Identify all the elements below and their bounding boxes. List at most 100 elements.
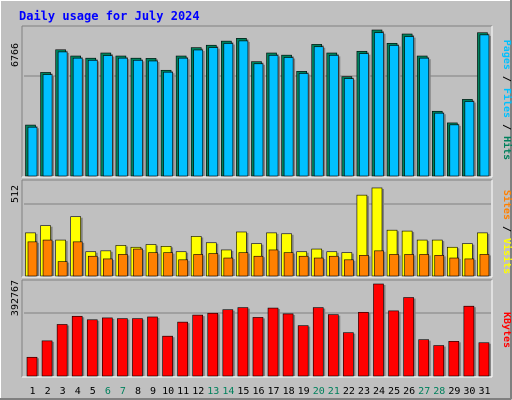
x-tick-label-11: 11 (177, 386, 189, 397)
kbytes-bar-9 (147, 316, 158, 377)
x-tick-label-1: 1 (30, 386, 36, 397)
kbytes-bar-28 (433, 345, 445, 377)
x-tick-label-25: 25 (388, 386, 400, 397)
sites-bar-3 (57, 261, 68, 277)
x-tick-label-4: 4 (75, 386, 81, 397)
kbytes-bar-7 (117, 318, 128, 377)
kbytes-bar-14 (222, 309, 234, 377)
sites-bar-11 (178, 259, 188, 277)
hits-scale-label: 6766 (10, 43, 21, 67)
files-bar-27 (419, 57, 429, 177)
kbytes-bar-18 (282, 313, 294, 377)
kbytes-bar-4 (71, 315, 83, 377)
kbytes-bar-15 (237, 307, 249, 377)
x-tick-label-20: 20 (313, 386, 325, 397)
legend-entry-kbytes: KBytes (501, 312, 512, 348)
sites-bar-21 (328, 255, 339, 277)
files-bar-5 (87, 60, 98, 177)
files-bar-9 (148, 60, 158, 177)
sites-bar-28 (434, 255, 445, 277)
chart-title: Daily usage for July 2024 (19, 9, 200, 23)
files-bar-6 (103, 55, 113, 177)
files-bar-31 (479, 34, 490, 177)
kbytes-bar-29 (448, 341, 460, 377)
x-axis-tick-labels: 1 2 3 4 5 6 7 8 9 10 11 12 13 14 15 16 17 18 19 20 21 22 23 24 2… (30, 386, 491, 397)
x-tick-label-5: 5 (90, 386, 96, 397)
kbytes-bar-23 (358, 311, 369, 377)
kbytes-bar-20 (312, 307, 324, 377)
sites-bar-19 (298, 255, 309, 277)
kbytes-bar-13 (207, 312, 219, 377)
sites-bar-1 (27, 241, 38, 277)
visits-legend: Sites / Visits (501, 190, 512, 274)
x-tick-label-8: 8 (135, 386, 141, 397)
x-tick-label-2: 2 (45, 386, 51, 397)
files-bar-25 (389, 45, 399, 177)
hits-legend: Pages / Files / Hits (501, 40, 512, 160)
sites-bar-29 (449, 257, 460, 277)
kbytes-bar-6 (102, 317, 113, 377)
x-tick-label-27: 27 (418, 386, 430, 397)
x-tick-label-6: 6 (105, 386, 111, 397)
kbytes-scale-label: 392767 (10, 280, 21, 316)
x-tick-label-16: 16 (252, 386, 264, 397)
files-bar-13 (208, 47, 219, 177)
files-bar-20 (313, 46, 324, 177)
sites-bar-16 (253, 255, 264, 277)
x-tick-label-15: 15 (237, 386, 249, 397)
files-bar-28 (434, 112, 445, 177)
sites-bar-5 (87, 255, 98, 277)
sites-bar-14 (223, 257, 234, 277)
files-bar-22 (344, 78, 354, 177)
files-bar-26 (404, 36, 414, 177)
x-tick-label-9: 9 (150, 386, 156, 397)
kbytes-bar-1 (26, 356, 38, 377)
files-bar-15 (238, 40, 249, 177)
x-tick-label-7: 7 (120, 386, 126, 397)
kbytes-legend: KBytes (501, 312, 512, 348)
kbytes-bar-3 (56, 324, 68, 377)
kbytes-bar-30 (463, 305, 475, 377)
chart-panels: 6766 Pages / Files / Hits 512 Sites / Visit… (10, 25, 512, 378)
x-tick-label-19: 19 (298, 386, 310, 397)
x-tick-label-12: 12 (192, 386, 204, 397)
kbytes-bar-24 (373, 283, 384, 377)
sites-bar-4 (72, 241, 83, 277)
kbytes-bar-10 (162, 335, 173, 377)
files-bar-3 (57, 51, 68, 177)
kbytes-bar-25 (388, 310, 399, 377)
visits-scale-label: 512 (10, 185, 21, 203)
sites-bar-20 (313, 257, 324, 277)
sites-bar-9 (148, 252, 158, 277)
sites-bar-30 (464, 258, 475, 277)
sites-bar-8 (133, 248, 143, 277)
x-tick-label-29: 29 (448, 386, 460, 397)
kbytes-bar-22 (343, 332, 354, 377)
sites-bar-12 (193, 254, 204, 277)
files-bar-23 (359, 53, 369, 177)
files-bar-19 (298, 73, 309, 177)
x-tick-label-24: 24 (373, 386, 385, 397)
files-bar-2 (42, 74, 53, 177)
kbytes-bar-8 (132, 318, 143, 377)
files-bar-11 (178, 57, 188, 177)
files-bar-14 (223, 43, 234, 177)
files-bar-24 (374, 32, 384, 177)
files-bar-10 (163, 71, 173, 177)
sites-bar-27 (419, 254, 429, 277)
x-tick-label-3: 3 (60, 386, 66, 397)
x-tick-label-23: 23 (358, 386, 370, 397)
x-tick-label-21: 21 (328, 386, 340, 397)
kbytes-panel: 392767 KBytes (10, 279, 512, 378)
kbytes-bar-21 (327, 314, 339, 377)
files-bar-17 (268, 55, 279, 177)
sites-bar-26 (404, 254, 414, 277)
files-bar-12 (193, 49, 204, 177)
sites-bar-7 (118, 254, 128, 277)
files-bar-1 (27, 126, 38, 177)
x-tick-label-18: 18 (283, 386, 295, 397)
files-bar-30 (464, 101, 475, 177)
kbytes-bar-26 (403, 297, 414, 377)
sites-bar-17 (268, 249, 279, 277)
